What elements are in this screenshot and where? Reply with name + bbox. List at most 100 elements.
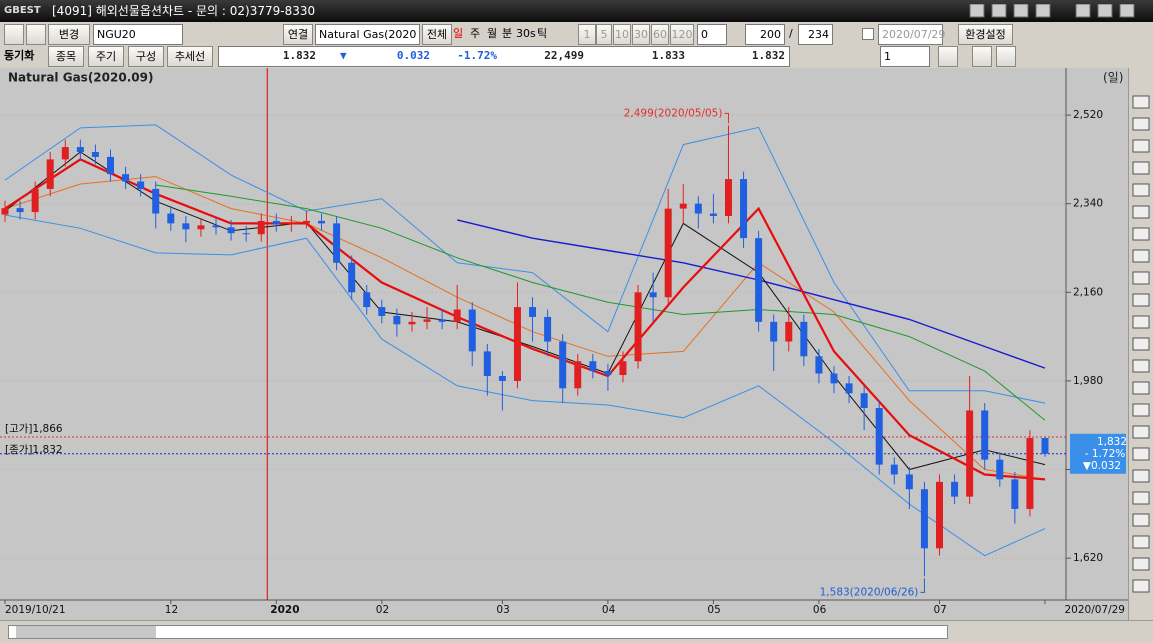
candle-body (272, 220, 280, 225)
candle-body (830, 373, 838, 384)
candle-body (845, 383, 853, 394)
toolbar-item[interactable]: 구성 (128, 46, 164, 67)
logo: GBEST (4, 5, 41, 16)
candle-body (91, 152, 99, 157)
candle-body (694, 203, 702, 214)
scroll-thumb[interactable] (16, 626, 156, 638)
toolbar: 변경 NGU20 연결 Natural Gas(2020 전체 일 주 월 분 30s 틱 1 5 10 3… (0, 22, 1153, 46)
indicator-line (4, 158, 1046, 481)
tool-sidebar[interactable] (1128, 68, 1153, 620)
candle-body (363, 292, 371, 308)
y-tick-label: 2,520 (1073, 109, 1103, 121)
candle-body (182, 223, 190, 230)
candle-body (167, 213, 175, 224)
candle-body (257, 220, 265, 235)
chart-title: Natural Gas(2020.09) (8, 71, 153, 85)
toolbar-item[interactable]: 연결 (283, 24, 313, 45)
candle-body (393, 315, 401, 325)
toolbar-item[interactable]: 추세선 (167, 46, 213, 67)
icon-button[interactable] (938, 46, 958, 67)
toolbar-item[interactable]: 5 (596, 24, 612, 45)
candle-body (724, 179, 732, 216)
toolbar-2: 동기화 종목 주기 구성 추세선 1.832 ▼ 0.032 -1.72% 22,499 1.833… (0, 46, 1153, 68)
candle-body (920, 489, 928, 549)
candle-body (1011, 479, 1019, 509)
toolbar-item[interactable]: 전체 (422, 24, 452, 45)
candle-body (709, 213, 717, 216)
candle-body (996, 459, 1004, 480)
candle-body (61, 147, 69, 160)
candle-body (649, 292, 657, 298)
icon-button[interactable] (26, 24, 46, 45)
toolbar-item: / (789, 27, 793, 40)
x-tick-label: 2020 (270, 604, 299, 616)
combo-box[interactable]: 1 (880, 46, 930, 67)
toolbar-item: 일 (453, 27, 464, 40)
toolbar-item[interactable]: 120 (670, 24, 694, 45)
toolbar-item: 동기화 (4, 49, 35, 62)
annotation-label: 1,583(2020/06/26) (820, 586, 919, 598)
indicator-line (4, 124, 1046, 404)
price-label: 1,832 (1097, 436, 1127, 448)
scrollbar[interactable] (0, 620, 1153, 643)
candle-body (378, 307, 386, 316)
level-label: [종가]1,832 (5, 444, 63, 456)
x-tick-label: 12 (165, 604, 178, 616)
candle-body (951, 481, 959, 497)
icon-button[interactable] (996, 46, 1016, 67)
candle-body (664, 208, 672, 298)
toolbar-item[interactable]: 60 (651, 24, 669, 45)
toolbar-item: 200 (745, 24, 785, 45)
x-tick-label: 05 (707, 604, 720, 616)
candle-body (544, 316, 552, 342)
toolbar-item[interactable]: 30 (632, 24, 650, 45)
candle-body (981, 410, 989, 460)
chart: Natural Gas(2020.09) (일) 1,6201,8001,980… (0, 68, 1128, 620)
candle-body (348, 262, 356, 293)
level-label: [고가]1,866 (5, 423, 63, 435)
toolbar-item: 30s (516, 27, 536, 40)
toolbar-item[interactable]: 변경 (48, 24, 90, 45)
y-tick-label: 2,160 (1073, 286, 1103, 298)
candle-body (1041, 438, 1049, 454)
toolbar-item[interactable]: 10 (613, 24, 631, 45)
icon-button[interactable] (972, 46, 992, 67)
price-change: - 1.72% (1085, 448, 1126, 460)
checkbox[interactable] (862, 28, 874, 40)
candle-body (815, 356, 823, 374)
x-tick-label: 2020/07/29 (1064, 604, 1125, 616)
candle-body (453, 309, 461, 322)
candle-body (755, 238, 763, 322)
candle-body (302, 220, 310, 224)
x-tick-label: 02 (376, 604, 389, 616)
candle-body (589, 361, 597, 372)
toolbar-item: 234 (798, 24, 833, 45)
toolbar-item[interactable]: 종목 (48, 46, 84, 67)
candle-body (423, 319, 431, 322)
candle-body (740, 179, 748, 239)
quote-value: -1.72% (457, 49, 497, 62)
toolbar-item[interactable]: 주기 (88, 46, 124, 67)
candle-body (152, 188, 160, 214)
toolbar-item[interactable]: 1 (578, 24, 596, 45)
candle-body (137, 181, 145, 189)
candle-body (468, 309, 476, 352)
toolbar-item: 0 (697, 24, 727, 45)
toolbar-item: Natural Gas(2020 (315, 24, 420, 45)
x-tick-label: 06 (813, 604, 827, 616)
candle-body (107, 156, 115, 175)
price-delta: ▼0.032 (1083, 460, 1121, 472)
icon-button[interactable] (4, 24, 24, 45)
candle-body (679, 203, 687, 209)
toolbar-item[interactable]: 환경설정 (958, 24, 1013, 45)
quote-value: ▼ (340, 49, 347, 62)
x-tick-label: 07 (933, 604, 946, 616)
toolbar-item: 주 (470, 27, 481, 40)
x-tick-label: 03 (496, 604, 509, 616)
window-controls[interactable] (968, 3, 1148, 18)
candle-body (318, 220, 326, 224)
window-title: [4091] 해외선물옵션차트 - 문의 : 02)3779-8330 (52, 4, 316, 18)
scroll-track[interactable] (8, 625, 948, 639)
toolbar-item: 월 (487, 27, 498, 40)
